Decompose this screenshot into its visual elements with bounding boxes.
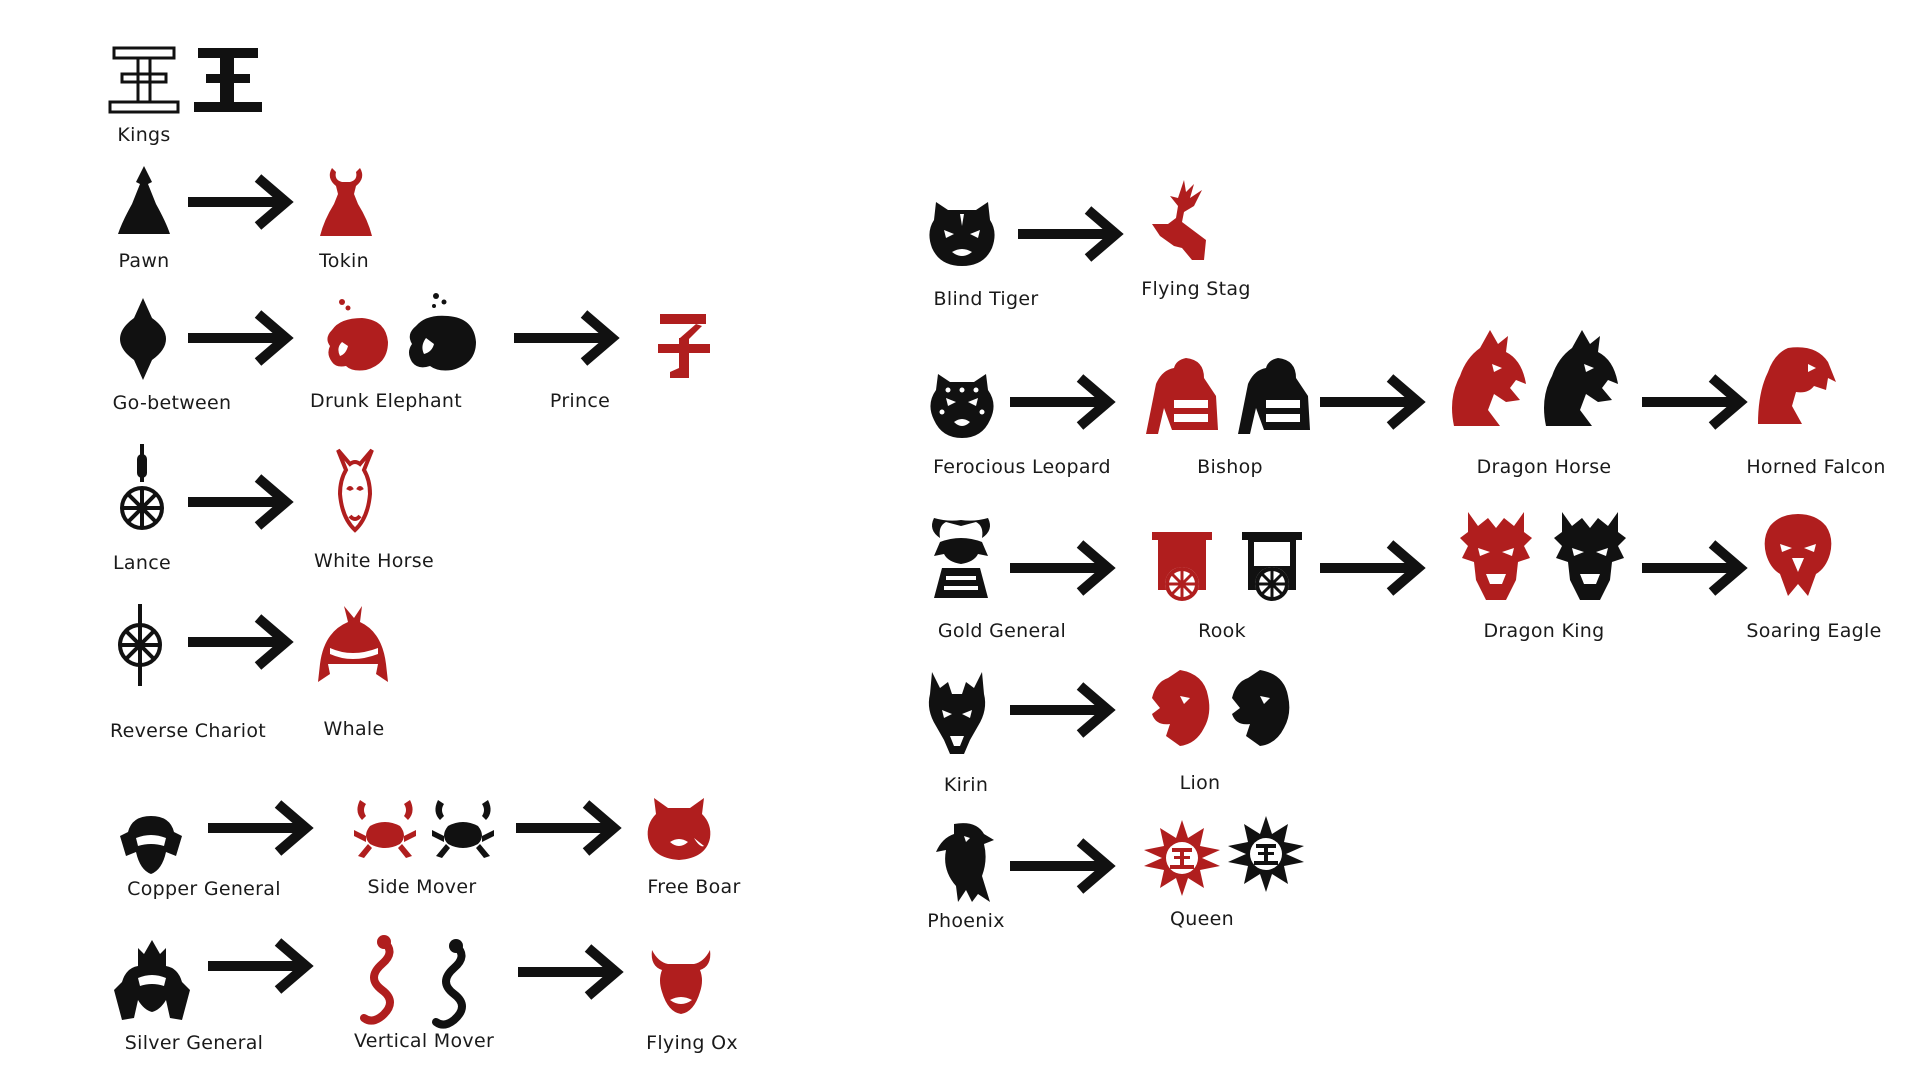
label-lion: Lion [1179, 772, 1221, 794]
crab-icon [430, 796, 496, 862]
label-flying-stag: Flying Stag [1141, 278, 1251, 300]
label-pawn: Pawn [118, 250, 170, 272]
lion-icon [1226, 668, 1292, 748]
arrow-icon [186, 172, 296, 232]
copper-general-icon [118, 812, 184, 878]
lance-icon [118, 442, 166, 532]
label-soaring-eagle: Soaring Eagle [1746, 620, 1882, 642]
serpent-icon [430, 938, 478, 1030]
label-horned-falcon: Horned Falcon [1746, 456, 1886, 478]
arrow-icon [1008, 836, 1118, 896]
drunk-elephant-icon [404, 292, 478, 376]
dragon-horse-icon [1446, 328, 1528, 428]
label-tokin: Tokin [319, 250, 369, 272]
ox-icon [648, 946, 714, 1016]
lion-icon [1146, 668, 1212, 748]
white-horse-icon [330, 446, 380, 533]
arrow-icon [206, 798, 316, 858]
label-flying-ox: Flying Ox [646, 1032, 738, 1054]
label-phoenix: Phoenix [927, 910, 1005, 932]
label-lance: Lance [113, 552, 171, 574]
dragon-king-icon [1552, 510, 1628, 602]
dragon-king-icon [1458, 510, 1534, 602]
label-kirin: Kirin [943, 774, 989, 796]
label-blind-tiger: Blind Tiger [933, 288, 1039, 310]
label-dragon-horse: Dragon Horse [1476, 456, 1612, 478]
label-reverse-chariot: Reverse Chariot [109, 720, 267, 742]
label-queen: Queen [1170, 908, 1234, 930]
queen-icon [1144, 820, 1220, 896]
label-go-between: Go-between [112, 392, 232, 414]
label-side-mover: Side Mover [367, 876, 477, 898]
tiger-icon [926, 196, 998, 268]
boar-icon [644, 794, 714, 862]
gold-general-icon [926, 516, 996, 600]
dragon-horse-icon [1538, 328, 1620, 428]
queen-icon [1228, 816, 1304, 892]
label-copper-general: Copper General [127, 878, 281, 900]
serpent-icon [358, 934, 406, 1026]
arrow-icon [512, 308, 622, 368]
label-kings: Kings [117, 124, 171, 146]
label-gold-general: Gold General [937, 620, 1067, 642]
label-free-boar: Free Boar [647, 876, 741, 898]
label-silver-general: Silver General [124, 1032, 264, 1054]
reverse-chariot-icon [116, 604, 164, 686]
whale-icon [316, 604, 390, 684]
crab-icon [352, 796, 418, 862]
arrow-icon [1640, 538, 1750, 598]
pawn-icon [116, 164, 172, 236]
arrow-icon [186, 612, 296, 672]
leopard-icon [926, 368, 998, 440]
arrow-icon [1016, 204, 1126, 264]
label-ferocious-leopard: Ferocious Leopard [933, 456, 1111, 478]
rook-icon [1150, 530, 1214, 604]
label-dragon-king: Dragon King [1483, 620, 1605, 642]
arrow-icon [1640, 372, 1750, 432]
eagle-icon [1762, 512, 1834, 598]
tokin-icon [318, 164, 374, 238]
drunk-elephant-icon [322, 296, 390, 376]
king-outline-icon [108, 44, 180, 116]
arrow-icon [516, 942, 626, 1002]
label-whale: Whale [323, 718, 385, 740]
arrow-icon [186, 308, 296, 368]
arrow-icon [1318, 538, 1428, 598]
silver-general-icon [112, 938, 192, 1022]
label-prince: Prince [549, 390, 611, 412]
prince-icon [656, 312, 712, 380]
arrow-icon [206, 936, 316, 996]
arrow-icon [186, 472, 296, 532]
arrow-icon [1008, 372, 1118, 432]
bishop-icon [1144, 356, 1220, 436]
arrow-icon [1008, 538, 1118, 598]
stag-icon [1148, 178, 1212, 262]
go-between-icon [118, 298, 168, 380]
label-drunk-elephant: Drunk Elephant [310, 390, 462, 412]
label-white-horse: White Horse [314, 550, 434, 572]
falcon-icon [1756, 344, 1838, 426]
bishop-icon [1236, 356, 1312, 436]
king-solid-icon [192, 44, 264, 116]
arrow-icon [1008, 680, 1118, 740]
arrow-icon [1318, 372, 1428, 432]
label-rook: Rook [1198, 620, 1246, 642]
phoenix-icon [934, 820, 996, 904]
arrow-icon [514, 798, 624, 858]
label-vertical-mover: Vertical Mover [353, 1030, 495, 1052]
label-bishop: Bishop [1197, 456, 1263, 478]
kirin-icon [926, 670, 988, 756]
rook-icon [1240, 530, 1304, 604]
